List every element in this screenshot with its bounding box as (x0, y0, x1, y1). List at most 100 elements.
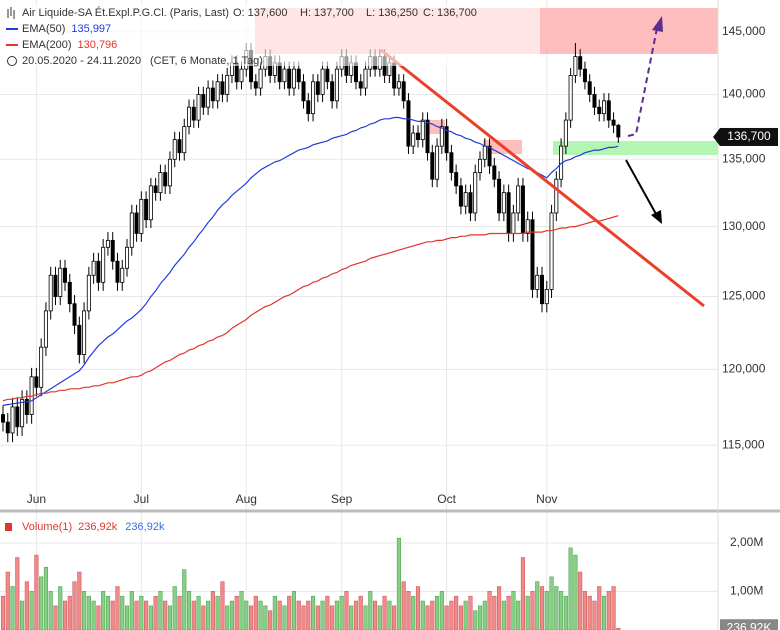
candle-body (520, 185, 525, 234)
volume-bar (587, 595, 592, 630)
volume-bar (115, 586, 120, 630)
volume-bar (349, 605, 354, 630)
legend-swatch (5, 523, 12, 531)
volume-bar (72, 581, 77, 630)
volume-bar (463, 600, 468, 630)
volume-bar (320, 600, 325, 630)
candle-body (444, 126, 449, 154)
candle-body (91, 260, 96, 276)
volume-bar (34, 554, 39, 630)
candle-body (220, 81, 225, 95)
volume-bar (301, 605, 306, 630)
candle-body (406, 100, 411, 147)
plot-area (0, 42, 621, 630)
candle-body (144, 198, 149, 221)
volume-bar (253, 595, 258, 630)
volume-bar (425, 605, 430, 630)
volume-bar (559, 591, 564, 630)
candle-body (206, 87, 211, 108)
volume-bar (363, 605, 368, 630)
candle-body (468, 192, 473, 214)
volume-bar (225, 605, 230, 630)
candle-body (477, 158, 482, 173)
volume-bar (82, 591, 87, 630)
volume-bar (120, 595, 125, 630)
volume-bar (358, 595, 363, 630)
candle-body (401, 81, 406, 102)
candle-body (86, 274, 91, 312)
candle-body (96, 260, 101, 283)
candle-body (129, 212, 134, 248)
candle-body (530, 219, 535, 290)
candle-body (291, 68, 296, 89)
volume-bar (201, 605, 206, 630)
candle-body (20, 398, 25, 428)
volume-bar (544, 591, 549, 630)
volume-bar (506, 595, 511, 630)
volume-bar (282, 605, 287, 630)
volume-bar (263, 605, 268, 630)
volume-bar (134, 600, 139, 630)
volume-bar (206, 600, 211, 630)
candle-body (258, 68, 263, 89)
volume-bar (482, 600, 487, 630)
volume-bar (420, 600, 425, 630)
volume-bar (124, 605, 130, 630)
candle-body (110, 239, 115, 262)
volume-bar (244, 600, 249, 630)
legend-label: EMA(200) (22, 39, 72, 51)
volume-bar (215, 595, 220, 630)
volume-bar (48, 591, 53, 630)
volume-bar (339, 595, 344, 630)
volume-bar (592, 600, 597, 630)
candle-body (239, 68, 244, 83)
volume-bar (554, 586, 559, 630)
candle-body (182, 126, 187, 154)
candle-body (105, 239, 110, 248)
volume-bar (105, 595, 110, 630)
candle-body (582, 68, 587, 83)
volume-bar (601, 595, 607, 630)
volume-bar (196, 595, 201, 630)
volume-bar (578, 571, 583, 630)
candle-body (549, 212, 554, 290)
candle-body (72, 303, 77, 326)
candle-body (330, 81, 335, 102)
volume-bar (229, 600, 235, 630)
candle-body (425, 119, 430, 154)
volume-bar (10, 586, 15, 630)
candle-body (578, 56, 583, 70)
candle-body (53, 274, 58, 297)
candle-body (134, 212, 139, 234)
volume-bar (15, 557, 20, 630)
candle-body (58, 267, 63, 297)
volume-bar (129, 591, 134, 630)
volume-bar (444, 605, 449, 630)
volume-bar (501, 600, 506, 630)
volume-bar (277, 600, 282, 630)
period-info: (CET, 6 Monate, 1 Tag) (150, 55, 263, 67)
candle-body (544, 289, 549, 305)
volume-bar (368, 591, 373, 630)
forecast-arrow (625, 159, 657, 215)
volume-bar (29, 591, 34, 630)
candle-body (540, 274, 545, 305)
candle-body (616, 124, 621, 138)
candle-body (153, 185, 158, 194)
volume-bar (67, 595, 72, 630)
candle-body (392, 62, 397, 89)
volume-bar (473, 610, 478, 630)
x-tick-label: Jun (27, 492, 46, 506)
y-tick-label: 115,000 (722, 437, 765, 451)
volume-bar (353, 600, 359, 630)
candle-body (315, 81, 320, 95)
volume-bar (511, 591, 516, 630)
volume-bar (454, 595, 459, 630)
volume-bar (392, 605, 397, 630)
candle-body (301, 81, 306, 102)
candle-body (325, 68, 330, 83)
y-tick-label: 125,000 (722, 289, 766, 303)
candle-body (439, 126, 444, 147)
candle-body (34, 376, 39, 388)
last-price-box (720, 127, 778, 146)
